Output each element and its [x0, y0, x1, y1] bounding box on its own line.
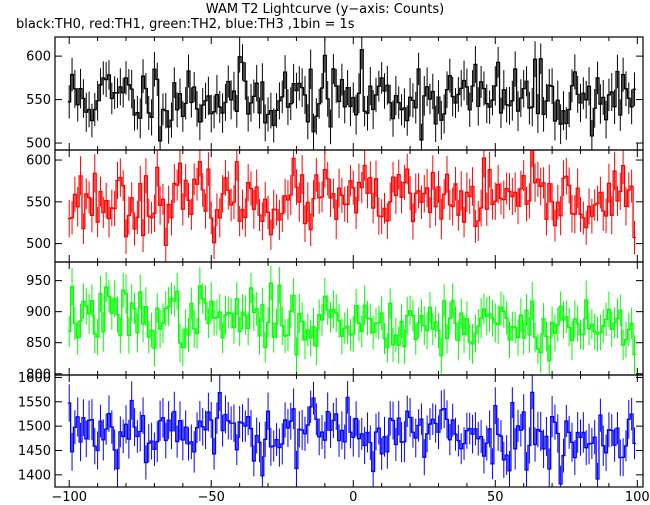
chart-subtitle: black:TH0, red:TH1, green:TH2, blue:TH3 …: [16, 17, 355, 32]
y-tick-label: 600: [26, 50, 51, 65]
x-tick-label: 100: [625, 490, 650, 505]
y-tick-label: 1550: [18, 395, 51, 410]
panel-th0: 500 550 600: [26, 36, 644, 152]
y-tick-label: 1450: [18, 444, 51, 459]
y-tick-label: 500: [26, 237, 51, 252]
y-tick-label: 550: [26, 93, 51, 108]
panel-th2: 800 850 900 950: [26, 261, 644, 382]
y-tick-label: 1600: [18, 371, 51, 386]
series-step-line: [67, 391, 636, 485]
series-step-line: [67, 48, 636, 142]
y-tick-label: 800: [26, 367, 51, 382]
series-th1: [67, 150, 636, 262]
y-tick-label: 850: [26, 336, 51, 351]
x-tick-label: 0: [349, 490, 357, 505]
series-step-line: [67, 150, 636, 247]
y-tick-label: 950: [26, 274, 51, 289]
panel-th3: 1400 1450 1500 1550 1600: [18, 371, 644, 488]
y-tick-label: 1400: [18, 468, 51, 483]
x-tick-label: −50: [198, 490, 225, 505]
series-step-line: [67, 282, 636, 362]
series-th0: [67, 37, 636, 150]
y-tick-label: 500: [26, 137, 51, 152]
y-tick-label: 1500: [18, 420, 51, 435]
series-th3: [67, 375, 636, 487]
y-tick-label: 600: [26, 154, 51, 169]
x-tick-label: −100: [51, 490, 87, 505]
series-th2: [67, 266, 636, 375]
panels-group: 5005506005005506008008509009501400145015…: [18, 36, 650, 505]
chart-title: WAM T2 Lightcurve (y−axis: Counts): [206, 2, 444, 17]
y-tick-label: 900: [26, 305, 51, 320]
panel-th1: 500 550 600: [26, 149, 644, 263]
panel-frame: [54, 374, 644, 488]
y-tick-label: 550: [26, 195, 51, 210]
x-tick-label: 50: [487, 490, 504, 505]
